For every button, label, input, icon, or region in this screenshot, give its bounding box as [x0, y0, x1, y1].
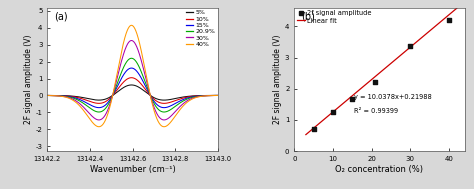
- 40%: [74, 102, 80, 104]
- 15%: [117, 80, 123, 82]
- 30%: [45, 94, 50, 97]
- 30%: [74, 100, 80, 103]
- 20.9%: [215, 94, 220, 97]
- 5%: [211, 94, 217, 97]
- Linear fit: [331, 110, 337, 112]
- 10%: [45, 94, 50, 97]
- 10%: [117, 85, 123, 87]
- 10%: [64, 95, 70, 97]
- 20.9%: [96, 111, 102, 113]
- Legend: 2f signal amplitude, Linear fit: 2f signal amplitude, Linear fit: [296, 10, 372, 24]
- Line: Linear fit: Linear fit: [306, 8, 457, 135]
- 15%: [128, 67, 134, 69]
- 20.9%: [211, 94, 217, 97]
- 2f signal amplitude: [329, 110, 337, 113]
- 40%: [211, 94, 217, 97]
- 2f signal amplitude: [371, 80, 379, 83]
- 20.9%: [64, 95, 70, 98]
- 5%: [117, 89, 123, 91]
- 15%: [211, 94, 217, 97]
- 15%: [64, 95, 70, 97]
- Text: (a): (a): [54, 12, 68, 22]
- 20.9%: [110, 94, 116, 96]
- Linear fit: [441, 18, 447, 20]
- 15%: [45, 94, 50, 97]
- 10%: [110, 94, 116, 96]
- 40%: [96, 126, 102, 128]
- 20.9%: [128, 57, 134, 59]
- Line: 10%: 10%: [47, 78, 218, 103]
- 5%: [74, 95, 80, 98]
- Y-axis label: 2F signal amplitude (V): 2F signal amplitude (V): [273, 35, 282, 124]
- Line: 5%: 5%: [47, 85, 218, 100]
- 40%: [117, 57, 123, 59]
- 15%: [96, 107, 102, 109]
- 5%: [64, 95, 70, 97]
- 5%: [215, 94, 220, 97]
- 30%: [215, 94, 220, 97]
- X-axis label: O₂ concentration (%): O₂ concentration (%): [336, 165, 423, 174]
- 40%: [110, 94, 116, 96]
- 30%: [193, 96, 199, 98]
- 2f signal amplitude: [407, 44, 414, 47]
- 20.9%: [45, 94, 50, 97]
- 15%: [74, 97, 80, 100]
- 10%: [193, 95, 199, 97]
- Text: y = 10.0378x+0.21988: y = 10.0378x+0.21988: [354, 94, 432, 100]
- Linear fit: [309, 128, 315, 131]
- Legend: 5%, 10%, 15%, 20.9%, 30%, 40%: 5%, 10%, 15%, 20.9%, 30%, 40%: [185, 9, 216, 48]
- 30%: [110, 94, 116, 96]
- 40%: [64, 96, 70, 99]
- 40%: [215, 94, 220, 97]
- Line: 20.9%: 20.9%: [47, 58, 218, 112]
- 2f signal amplitude: [348, 98, 356, 101]
- Text: R² = 0.99399: R² = 0.99399: [354, 108, 398, 114]
- 5%: [110, 94, 116, 97]
- 20.9%: [193, 95, 199, 98]
- 20.9%: [74, 98, 80, 101]
- Linear fit: [454, 7, 460, 9]
- 2f signal amplitude: [310, 127, 318, 130]
- Line: 15%: 15%: [47, 68, 218, 108]
- 40%: [128, 24, 134, 26]
- 2f signal amplitude: [445, 18, 453, 21]
- Linear fit: [303, 133, 309, 136]
- 15%: [193, 95, 199, 97]
- 10%: [128, 77, 134, 79]
- Line: 30%: 30%: [47, 40, 218, 120]
- Text: (b): (b): [301, 12, 315, 22]
- 30%: [117, 65, 123, 67]
- 30%: [211, 94, 217, 97]
- 30%: [128, 39, 134, 42]
- 5%: [96, 99, 102, 101]
- 40%: [45, 94, 50, 97]
- Linear fit: [312, 126, 318, 128]
- Y-axis label: 2F signal amplitude (V): 2F signal amplitude (V): [24, 35, 33, 124]
- 40%: [193, 96, 199, 99]
- 15%: [215, 94, 220, 97]
- 5%: [128, 84, 134, 86]
- Line: 40%: 40%: [47, 25, 218, 127]
- 10%: [211, 94, 217, 97]
- 5%: [45, 94, 50, 97]
- 30%: [96, 119, 102, 121]
- X-axis label: Wavenumber (cm⁻¹): Wavenumber (cm⁻¹): [90, 165, 175, 174]
- 10%: [74, 96, 80, 98]
- 30%: [64, 96, 70, 98]
- 10%: [215, 94, 220, 97]
- Linear fit: [447, 13, 452, 16]
- 20.9%: [117, 75, 123, 77]
- Linear fit: [343, 100, 349, 102]
- 10%: [96, 102, 102, 105]
- 5%: [193, 95, 199, 97]
- 15%: [110, 94, 116, 96]
